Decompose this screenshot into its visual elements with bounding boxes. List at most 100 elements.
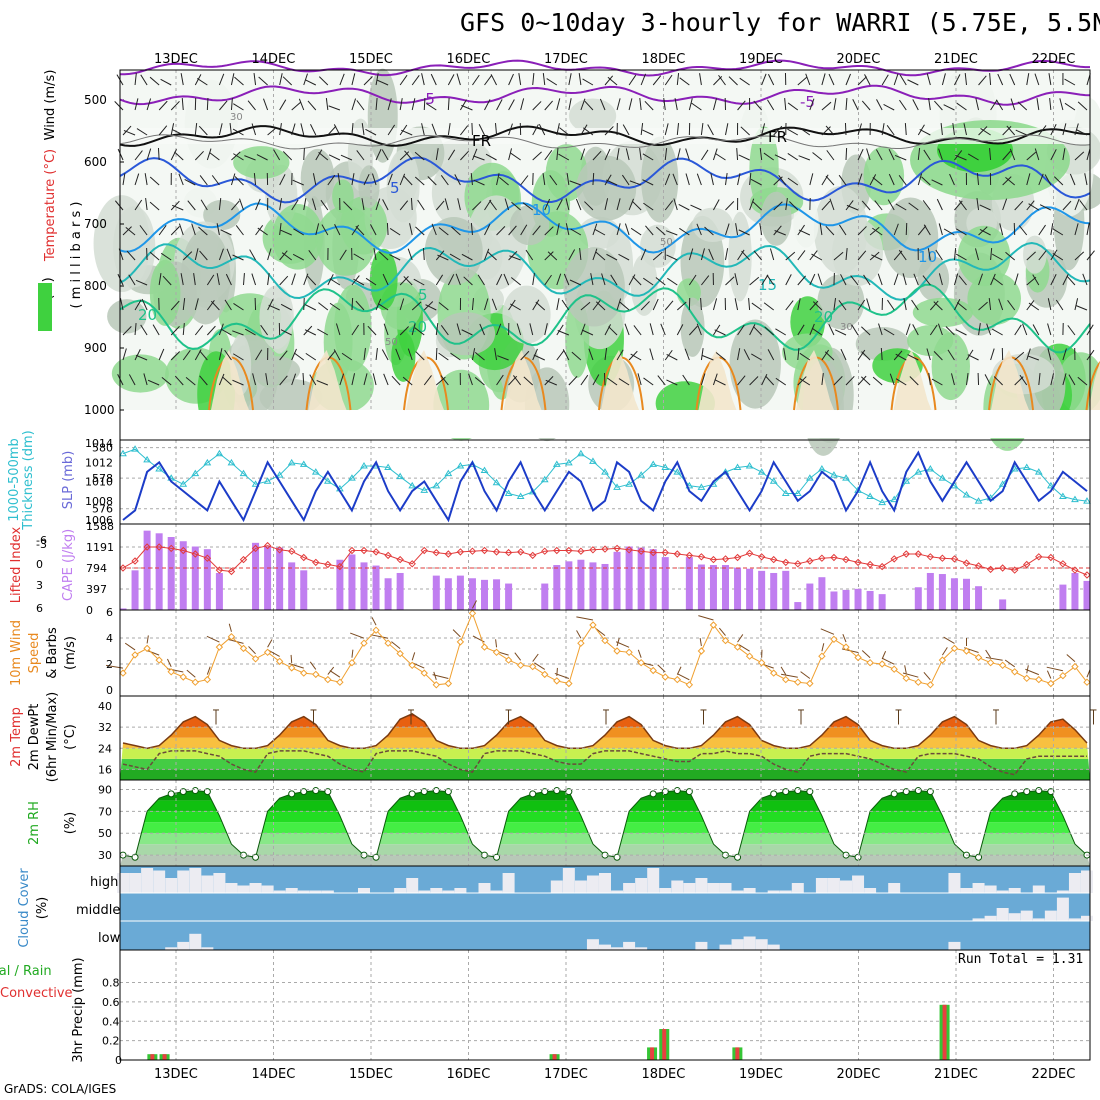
wind-barb [234, 176, 244, 186]
wind-barb [852, 99, 859, 111]
ylabel-temp-1: 2m Temp [9, 707, 24, 767]
rh-point [288, 790, 296, 798]
cape-bar [203, 549, 211, 610]
wind-barb [513, 375, 522, 386]
wind-barb [909, 376, 919, 386]
wind-barb [399, 326, 409, 336]
contour-freezing [119, 125, 1091, 147]
rh-point [493, 853, 501, 861]
wind-barb [571, 351, 582, 361]
wind-barb [606, 253, 618, 261]
thickness-point [348, 474, 356, 481]
wind-barb [642, 129, 654, 136]
rh-point [541, 788, 549, 796]
wind-speed-point [1083, 678, 1091, 686]
wind-barb [1077, 101, 1088, 111]
cloud-bar-high [888, 883, 901, 893]
wind-barb [821, 73, 826, 86]
wind-speed-point [191, 678, 200, 686]
wind-barb [263, 98, 269, 111]
li-point [1023, 560, 1031, 569]
wind-barb [222, 376, 232, 386]
wind-barb [333, 349, 341, 361]
cape-bar [432, 575, 440, 610]
wind-barb [936, 198, 943, 211]
wind-barb [712, 298, 718, 311]
wind-barb [316, 380, 329, 386]
wind-barb [568, 249, 576, 261]
wind-barb [149, 176, 160, 186]
wind-barb [774, 154, 786, 161]
wind-barb [763, 302, 775, 311]
wind-barb [532, 124, 539, 136]
wind-barb [940, 123, 943, 136]
wind-barb [926, 73, 931, 86]
wind-barb [279, 250, 288, 261]
cape-bar [191, 546, 199, 610]
wind-barb [666, 354, 678, 361]
wind-barb [126, 250, 136, 261]
wind-barb [676, 148, 681, 161]
li-point [1071, 566, 1079, 574]
surface-wind-barb [124, 642, 136, 651]
cape-bar [709, 565, 717, 610]
wind-barb [955, 228, 967, 236]
wind-barb [766, 274, 775, 286]
wind-barb [991, 328, 1003, 336]
wind-barb [737, 249, 745, 261]
wind-barb [508, 99, 515, 111]
wind-barb [738, 154, 750, 161]
cape-bar [143, 530, 151, 610]
wind-barb [908, 202, 919, 211]
wind-barb [990, 348, 995, 361]
rh-legend-swatch [38, 283, 52, 331]
wind-barb [829, 198, 835, 211]
wind-barb [435, 200, 445, 211]
li-point [697, 553, 706, 561]
cloud-bar-high [418, 890, 431, 893]
wind-speed-point [565, 679, 573, 688]
wind-barb [279, 73, 283, 86]
wind-barb [407, 248, 413, 261]
wind-barb [775, 377, 787, 386]
wind-barb [685, 173, 690, 186]
precip-tick-label: 0 [115, 1054, 122, 1067]
wind-barb [599, 98, 606, 111]
wind-barb [438, 302, 449, 311]
cloud-bar-high [743, 888, 756, 893]
wind-barb [417, 199, 425, 211]
wind-barb [616, 198, 621, 211]
wind-barb [1002, 176, 1012, 186]
wind-barb [857, 148, 864, 161]
wind-barb [931, 378, 943, 386]
wind-barb [624, 323, 630, 336]
wind-barb [508, 73, 514, 86]
wind-barb [532, 73, 535, 86]
wind-barb [767, 74, 775, 86]
li-point [649, 548, 657, 557]
rh-point [685, 788, 693, 796]
cloud-row-label: low [98, 931, 121, 946]
wind-speed-point [131, 651, 139, 659]
temp-tick-label: 24 [98, 742, 112, 755]
wind-speed-point [167, 668, 175, 676]
wind-barb [565, 198, 570, 211]
wind-barb [976, 173, 980, 186]
rh-point [131, 853, 139, 861]
wind-barb [199, 375, 208, 386]
wind-barb [715, 352, 726, 361]
cloud-bar-low [755, 939, 768, 950]
cape-tick-label: 397 [86, 583, 107, 596]
wind-speed-point [950, 644, 959, 653]
wind-barb [280, 303, 292, 311]
wind-barb [387, 98, 392, 111]
wind-speed-point [1035, 675, 1043, 684]
wind-barb [630, 227, 642, 236]
wind-barb [630, 353, 642, 361]
cloud-bar-high [502, 873, 515, 893]
wind-barb [704, 226, 714, 236]
li-point [745, 549, 754, 558]
wind-barb [378, 251, 389, 261]
wind-barb [1026, 300, 1035, 311]
